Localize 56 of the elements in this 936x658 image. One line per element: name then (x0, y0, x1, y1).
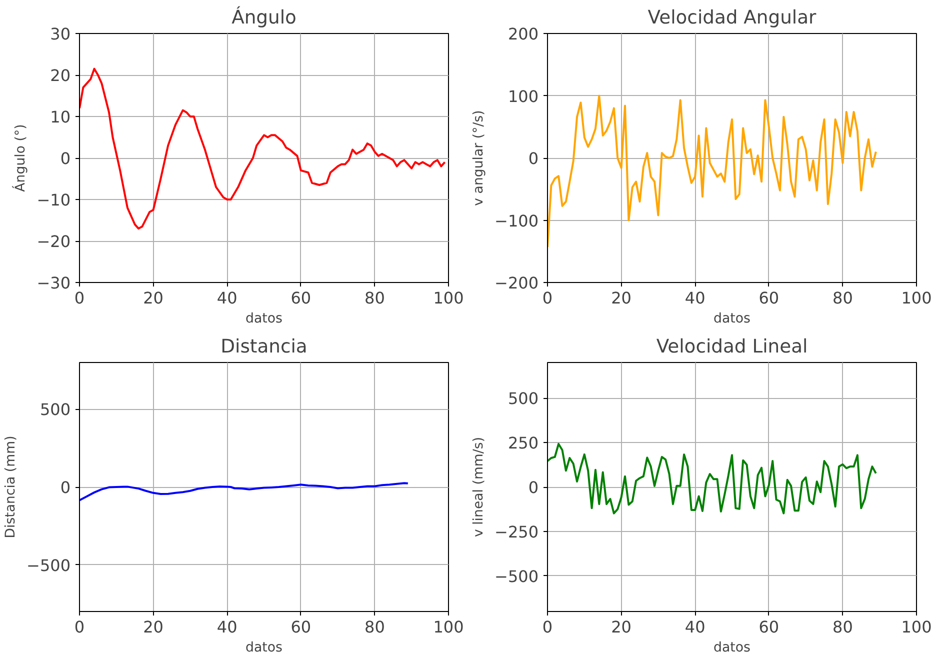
y-axis-title: Distancia (mm) (4, 436, 19, 538)
x-tick-label: 100 (901, 288, 932, 308)
chart-title: Distancia (220, 336, 308, 358)
chart-title: Ángulo (232, 6, 296, 28)
y-tick-label: 200 (508, 24, 539, 44)
x-tick-label: 80 (832, 288, 853, 308)
y-tick-label: −30 (36, 274, 70, 292)
y-tick-label: −100 (494, 211, 539, 230)
x-tick-label: 20 (611, 288, 632, 308)
y-tick-label: −500 (26, 556, 71, 575)
x-tick-label: 0 (542, 618, 553, 636)
y-tick-label: 0 (528, 149, 539, 168)
x-axis-title: datos (246, 312, 283, 326)
x-tick-label: 60 (758, 288, 780, 308)
y-axis-title: Ángulo (°) (12, 124, 29, 192)
y-tick-label: −10 (36, 190, 70, 210)
x-tick-label: 60 (758, 618, 780, 636)
y-axis-title: v lineal (mm/s) (472, 436, 487, 538)
y-tick-label: 500 (40, 400, 71, 420)
y-tick-label: 100 (508, 86, 539, 106)
x-tick-label: 80 (364, 618, 385, 636)
x-tick-label: 0 (74, 618, 85, 636)
y-axis-title: v angular (°/s) (472, 110, 487, 206)
x-tick-label: 60 (290, 288, 312, 308)
x-tick-label: 100 (901, 618, 932, 636)
x-axis-title: datos (714, 640, 751, 656)
x-axis-title: datos (246, 640, 283, 656)
y-tick-label: 30 (50, 24, 70, 44)
x-tick-label: 20 (611, 618, 632, 636)
y-tick-label: 250 (508, 434, 539, 453)
y-tick-label: 10 (50, 108, 70, 126)
y-tick-label: 0 (60, 149, 71, 168)
y-tick-label: 0 (60, 478, 71, 497)
x-tick-label: 80 (364, 288, 385, 308)
x-tick-label: 40 (684, 618, 706, 636)
x-tick-label: 20 (143, 288, 164, 308)
x-tick-label: 100 (433, 288, 464, 308)
y-tick-label: −200 (494, 274, 539, 292)
x-tick-label: 100 (433, 618, 464, 636)
y-tick-label: −20 (36, 232, 70, 251)
x-axis-title: datos (714, 312, 751, 326)
y-tick-label: −250 (494, 522, 539, 542)
x-tick-label: 0 (542, 288, 553, 308)
y-tick-label: 0 (528, 478, 539, 497)
chart-title: Velocidad Lineal (656, 336, 808, 358)
y-tick-label: 20 (50, 66, 70, 85)
x-tick-label: 60 (290, 618, 312, 636)
chart-title: Velocidad Angular (648, 8, 817, 28)
y-tick-label: 500 (508, 389, 539, 408)
x-tick-label: 20 (143, 618, 164, 636)
x-tick-label: 40 (216, 288, 238, 308)
y-tick-label: −500 (494, 566, 539, 586)
x-tick-label: 80 (832, 618, 853, 636)
x-tick-label: 0 (74, 288, 85, 308)
x-tick-label: 40 (216, 618, 238, 636)
x-tick-label: 40 (684, 288, 706, 308)
